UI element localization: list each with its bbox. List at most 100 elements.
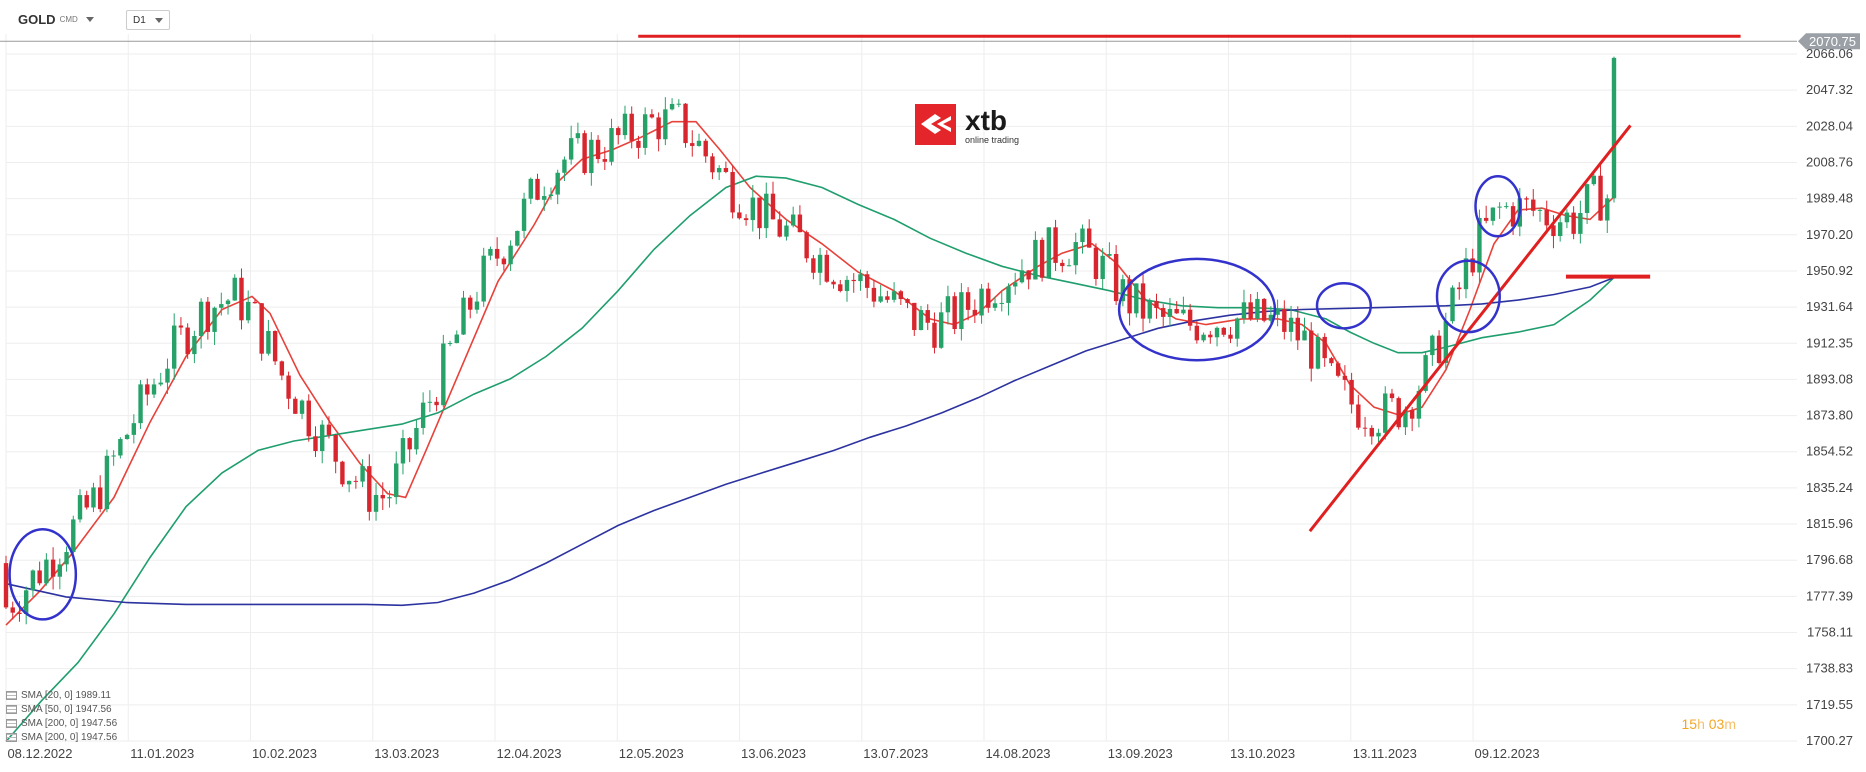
candle-down <box>1060 262 1065 267</box>
candle-down <box>1309 330 1314 369</box>
candle-down <box>1483 217 1489 221</box>
symbol-name: GOLD <box>18 11 56 27</box>
candle-down <box>1470 258 1475 273</box>
candle-down <box>1127 279 1132 314</box>
indicator-legend-item[interactable]: SMA [200, 0] 1947.56 <box>6 717 117 730</box>
indicator-legend-item[interactable]: SMA [20, 0] 1989.11 <box>6 689 111 702</box>
candle-up <box>1403 409 1408 428</box>
candle-countdown: 15h 03m <box>1681 716 1736 732</box>
candle-down <box>468 297 473 310</box>
candle-up <box>481 255 486 302</box>
candle-up <box>784 225 789 237</box>
y-tick-label: 2008.76 <box>1806 154 1853 169</box>
candle-down <box>1248 302 1253 319</box>
y-tick-label: 1893.08 <box>1806 371 1853 386</box>
candle-down <box>1396 398 1401 428</box>
candle-down <box>1329 358 1334 364</box>
candle-up <box>1430 335 1435 356</box>
candle-up <box>219 304 224 308</box>
candle-up <box>441 343 446 406</box>
y-tick-label: 1815.96 <box>1806 516 1853 531</box>
candle-down <box>710 156 715 173</box>
candle-up <box>1073 242 1078 266</box>
highlight-circle <box>1315 281 1372 330</box>
candle-down <box>1174 308 1179 314</box>
candle-down <box>205 301 211 332</box>
countdown-hours-unit: h <box>1697 716 1705 732</box>
candle-down <box>1140 283 1146 319</box>
candle-down <box>1457 287 1462 290</box>
y-tick-label: 2047.32 <box>1806 82 1853 97</box>
timeframe-value: D1 <box>133 14 146 26</box>
candle-down <box>367 466 372 512</box>
candle-up <box>542 196 547 200</box>
x-tick-label: 13.07.2023 <box>863 746 928 761</box>
xtb-x-icon <box>921 114 951 134</box>
candle-down <box>1093 247 1099 280</box>
candle-down <box>649 114 655 118</box>
candle-up <box>138 384 143 424</box>
candle-down <box>1282 308 1287 332</box>
candle-up <box>891 291 897 300</box>
indicator-label: SMA [20, 0] 1989.11 <box>21 690 111 701</box>
timeframe-selector[interactable]: D1 <box>126 10 170 30</box>
candle-up <box>1302 330 1307 341</box>
candle-down <box>972 309 978 316</box>
candle-up <box>999 302 1004 304</box>
highlight-circle <box>1117 257 1277 362</box>
candle-down <box>690 143 695 146</box>
candle-down <box>279 361 285 376</box>
indicator-settings-icon[interactable] <box>6 733 17 742</box>
candle-up <box>589 139 594 174</box>
candle-up <box>77 495 83 520</box>
candle-up <box>1450 287 1455 322</box>
candle-down <box>1161 308 1166 317</box>
x-axis: 08.12.2022 11.01.2023 10.02.2023 13.03.2023… <box>7 746 1539 761</box>
symbol-selector[interactable]: GOLD CMD <box>18 10 94 28</box>
indicator-settings-icon[interactable] <box>6 705 17 714</box>
candle-up <box>23 590 29 614</box>
candle-up <box>104 455 110 510</box>
candle-down <box>1208 334 1213 338</box>
candle-down <box>831 281 836 285</box>
candle-up <box>528 178 533 199</box>
indicator-settings-icon[interactable] <box>6 719 17 728</box>
candle-down <box>434 401 439 406</box>
candle-down <box>353 480 359 482</box>
candle-down <box>1194 325 1200 341</box>
indicator-settings-icon[interactable] <box>6 691 17 700</box>
candle-up <box>750 197 756 221</box>
candle-up <box>1066 265 1072 267</box>
candle-down <box>1369 427 1374 437</box>
candle-up <box>979 288 984 316</box>
candle-up <box>1134 283 1139 314</box>
candle-down <box>885 296 890 300</box>
xtb-logo-text: xtb <box>965 105 1007 136</box>
indicator-legend-item[interactable]: SMA [200, 0] 1947.56 <box>6 731 117 744</box>
candle-down <box>145 384 150 395</box>
x-tick-label: 14.08.2023 <box>985 746 1050 761</box>
candle-down <box>333 434 338 462</box>
candle-up <box>521 198 527 231</box>
candle-up <box>1120 279 1126 302</box>
candle-up <box>158 382 163 385</box>
candle-up <box>1235 318 1240 339</box>
candle-down <box>838 284 843 292</box>
indicator-legend-item[interactable]: SMA [50, 0] 1947.56 <box>6 703 112 716</box>
candle-down <box>986 288 991 308</box>
candle-up <box>1383 393 1388 433</box>
candle-down <box>1531 199 1536 211</box>
candle-down <box>656 117 661 140</box>
candle-up <box>387 497 392 499</box>
candle-up <box>1611 57 1617 199</box>
candle-down <box>1335 363 1341 376</box>
candle-up <box>394 463 399 498</box>
candle-up <box>1241 302 1247 319</box>
candle-up <box>1416 390 1422 419</box>
candle-up <box>562 159 567 173</box>
candle-down <box>864 274 870 288</box>
candle-down <box>1598 175 1603 221</box>
candle-down <box>313 436 318 452</box>
